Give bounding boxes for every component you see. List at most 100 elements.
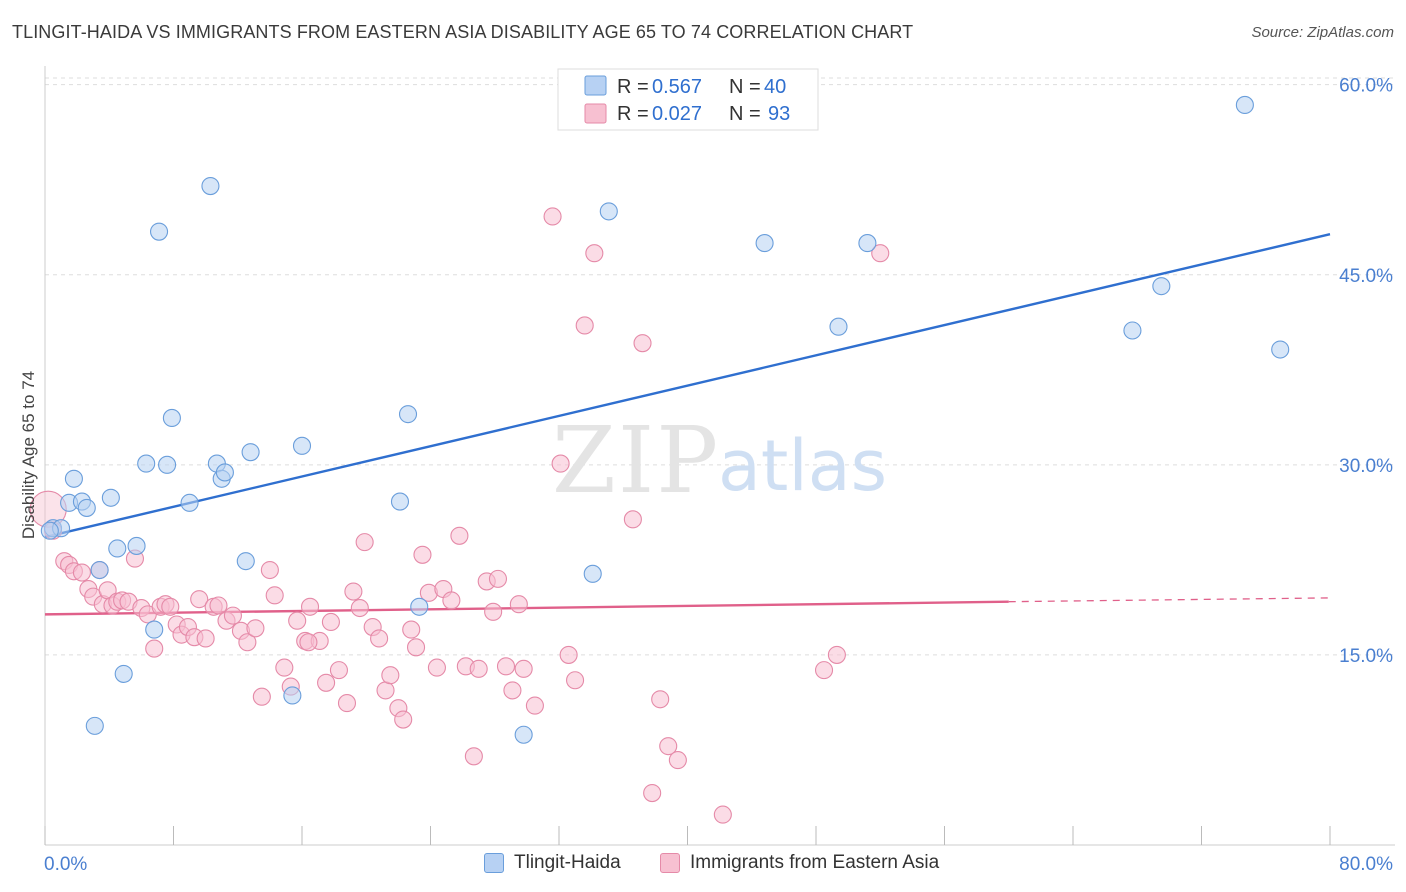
data-point-tlingit-haida [101, 488, 120, 507]
data-point-tlingit-haida [127, 536, 146, 555]
data-point-tlingit-haida [410, 597, 429, 616]
data-point-tlingit-haida [85, 716, 104, 735]
data-point-tlingit-haida [145, 620, 164, 639]
data-point-immigrants-eastern-asia [827, 645, 846, 664]
data-point-immigrants-eastern-asia [394, 710, 413, 729]
legend-label-tlingit-haida: Tlingit-Haida [514, 852, 621, 873]
data-point-tlingit-haida [158, 455, 177, 474]
data-point-immigrants-eastern-asia [442, 591, 461, 610]
legend-bottom: Tlingit-Haida Immigrants from Eastern As… [0, 852, 1406, 878]
data-point-immigrants-eastern-asia [355, 533, 374, 552]
data-point-immigrants-eastern-asia [525, 696, 544, 715]
legend-n-label-2: N = [729, 103, 766, 125]
data-point-immigrants-eastern-asia [406, 638, 426, 657]
data-point-immigrants-eastern-asia [321, 612, 340, 632]
legend-n-label-1: N = [729, 76, 766, 98]
data-point-tlingit-haida [514, 725, 533, 744]
data-point-tlingit-haida [236, 552, 255, 571]
series-tlingit-haida [40, 95, 1290, 744]
legend-r-value-2: 0.027 [652, 103, 702, 125]
data-point-immigrants-eastern-asia [246, 619, 265, 638]
data-point-immigrants-eastern-asia [329, 661, 348, 680]
data-point-immigrants-eastern-asia [559, 645, 578, 664]
data-point-immigrants-eastern-asia [633, 334, 652, 353]
data-point-immigrants-eastern-asia [252, 687, 271, 706]
data-point-immigrants-eastern-asia [488, 569, 508, 588]
data-point-immigrants-eastern-asia [161, 597, 180, 616]
data-point-immigrants-eastern-asia [871, 244, 890, 263]
data-point-immigrants-eastern-asia [300, 597, 320, 616]
data-point-immigrants-eastern-asia [413, 545, 432, 564]
data-point-tlingit-haida [77, 498, 96, 517]
data-point-tlingit-haida [149, 222, 169, 241]
legend-r-label-2: R = [617, 103, 654, 125]
data-point-immigrants-eastern-asia [623, 510, 642, 529]
data-point-immigrants-eastern-asia [450, 526, 469, 545]
data-point-immigrants-eastern-asia [651, 690, 670, 709]
legend-label-immigrants-eastern-asia: Immigrants from Eastern Asia [690, 852, 940, 873]
data-point-tlingit-haida [137, 454, 156, 473]
data-point-tlingit-haida [398, 405, 418, 424]
data-point-immigrants-eastern-asia [575, 316, 594, 335]
data-point-immigrants-eastern-asia [427, 658, 446, 677]
data-point-tlingit-haida [390, 492, 410, 511]
data-point-immigrants-eastern-asia [317, 673, 336, 692]
data-point-immigrants-eastern-asia [190, 590, 209, 609]
data-point-immigrants-eastern-asia [337, 694, 357, 713]
watermark-zip: ZIP [552, 407, 720, 514]
data-point-tlingit-haida [583, 564, 602, 583]
data-point-immigrants-eastern-asia [145, 639, 164, 658]
legend-n-value-2: 93 [768, 103, 790, 125]
axes [44, 66, 1395, 846]
data-point-immigrants-eastern-asia [288, 611, 307, 630]
legend-swatch-immigrants-eastern-asia [660, 853, 680, 873]
data-point-tlingit-haida [114, 664, 133, 683]
data-point-tlingit-haida [1271, 340, 1290, 359]
data-point-tlingit-haida [599, 202, 618, 221]
y-tick-label: 15.0% [1339, 646, 1393, 667]
data-point-immigrants-eastern-asia [496, 657, 516, 676]
y-tick-label: 30.0% [1339, 456, 1393, 477]
data-point-immigrants-eastern-asia [514, 659, 533, 678]
chart-title: TLINGIT-HAIDA VS IMMIGRANTS FROM EASTERN… [12, 22, 914, 42]
data-point-tlingit-haida [829, 317, 848, 336]
data-point-tlingit-haida [1123, 321, 1142, 340]
data-point-tlingit-haida [162, 408, 181, 427]
data-point-immigrants-eastern-asia [643, 783, 662, 803]
data-point-immigrants-eastern-asia [275, 658, 294, 677]
data-point-immigrants-eastern-asia [713, 805, 732, 824]
data-point-tlingit-haida [1235, 95, 1254, 114]
data-point-tlingit-haida [858, 234, 877, 253]
data-point-immigrants-eastern-asia [464, 747, 483, 766]
legend-n-value-1: 40 [764, 76, 786, 98]
data-point-immigrants-eastern-asia [503, 681, 522, 700]
data-point-immigrants-eastern-asia [659, 737, 678, 756]
data-point-immigrants-eastern-asia [381, 666, 400, 685]
series-immigrants-eastern-asia [29, 207, 890, 824]
data-point-immigrants-eastern-asia [469, 659, 488, 678]
watermark: ZIP atlas [552, 407, 887, 514]
watermark-atlas: atlas [718, 425, 887, 507]
data-point-immigrants-eastern-asia [484, 602, 503, 621]
trend-line-immigrants-eastern-asia-extension [1008, 597, 1331, 603]
data-point-tlingit-haida [1152, 277, 1171, 296]
data-point-immigrants-eastern-asia [668, 751, 687, 770]
legend-r-value-1: 0.567 [652, 76, 702, 98]
data-point-tlingit-haida [755, 234, 774, 253]
legend-item-immigrants-eastern-asia: Immigrants from Eastern Asia [660, 852, 939, 874]
data-point-immigrants-eastern-asia [509, 595, 528, 614]
data-point-immigrants-eastern-asia [72, 563, 91, 582]
legend-swatch-tlingit-haida [484, 853, 504, 873]
data-point-immigrants-eastern-asia [585, 244, 604, 263]
data-point-immigrants-eastern-asia [223, 606, 242, 625]
legend-item-tlingit-haida: Tlingit-Haida [484, 852, 621, 874]
data-point-immigrants-eastern-asia [344, 582, 363, 601]
data-point-immigrants-eastern-asia [260, 560, 279, 580]
data-point-immigrants-eastern-asia [543, 207, 562, 226]
data-point-tlingit-haida [40, 521, 59, 540]
data-point-tlingit-haida [215, 463, 234, 482]
data-point-immigrants-eastern-asia [370, 629, 389, 648]
y-tick-label: 45.0% [1339, 266, 1393, 287]
data-point-immigrants-eastern-asia [814, 661, 834, 680]
